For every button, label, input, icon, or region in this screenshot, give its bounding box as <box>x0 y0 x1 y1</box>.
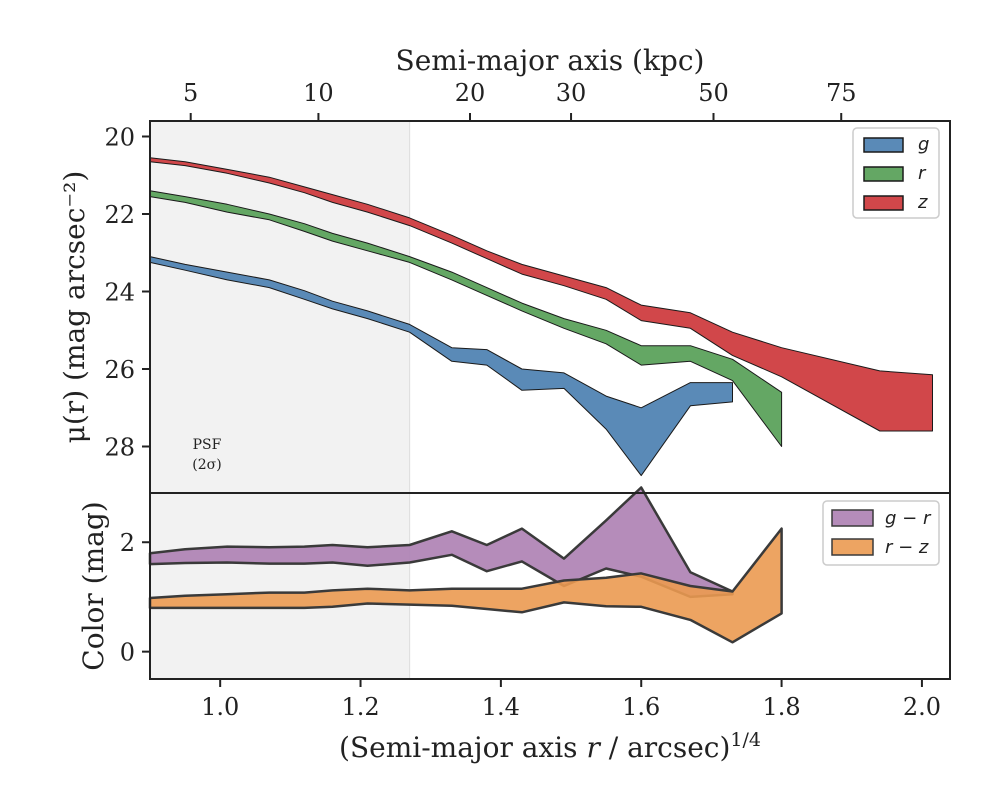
legend-z-swatch <box>863 195 904 211</box>
top-y-axis-label: μ(r) (mag arcsec⁻²) <box>58 171 91 444</box>
legend-z-label: z <box>917 192 928 213</box>
bottom-x-ticks: 1.0 1.2 1.4 1.6 1.8 2.0 <box>201 679 941 721</box>
kpc-tick-label: 30 <box>556 79 587 107</box>
bottom-y-axis-label: Color (mag) <box>77 501 110 670</box>
top-y-tick-label: 28 <box>104 434 135 462</box>
series-r-z-band <box>148 527 783 644</box>
bottom-y-tick-label: 2 <box>120 529 135 557</box>
legend-r-label: r <box>918 163 927 184</box>
top-x-axis-label: Semi-major axis (kpc) <box>396 44 705 77</box>
bottom-x-tick-label: 1.0 <box>201 693 239 721</box>
profile-bands <box>149 157 933 477</box>
psf-label: PSF <box>193 437 222 453</box>
legend-g-r-label: g − r <box>885 508 932 529</box>
psf-shaded-region <box>150 121 410 493</box>
bottom-y-tick-label: 0 <box>120 639 135 667</box>
kpc-tick-label: 5 <box>183 79 198 107</box>
bottom-x-tick-label: 1.4 <box>482 693 520 721</box>
kpc-tick-label: 20 <box>455 79 486 107</box>
legend-g-swatch <box>863 137 904 153</box>
legend-r-z-swatch <box>831 538 874 556</box>
color-panel: 02 1.0 1.2 1.4 1.6 1.8 2.0 Color (mag) (Semi-… <box>77 486 951 764</box>
psf-sigma-label: (2σ) <box>192 457 221 473</box>
legend-g-r-swatch <box>831 509 874 527</box>
bottom-x-tick-label: 1.8 <box>762 693 800 721</box>
top-y-tick-label: 26 <box>104 356 135 384</box>
color-bands <box>148 486 783 644</box>
kpc-ticks: 5 10 20 30 50 75 <box>183 79 857 121</box>
kpc-tick-label: 10 <box>303 79 334 107</box>
top-y-tick-label: 20 <box>104 124 135 152</box>
legend-g-label: g <box>918 134 929 155</box>
psf-shaded-region-bottom <box>150 493 410 679</box>
surface-brightness-panel: PSF (2σ) 20 22 24 26 28 5 10 20 30 50 75 Semi-maj… <box>58 44 951 494</box>
bottom-x-tick-label: 1.6 <box>622 693 660 721</box>
series-z-band <box>149 157 933 432</box>
bottom-x-axis-label: (Semi-major axis r / arcsec)1/4 <box>339 729 761 764</box>
series-g-band <box>149 256 733 477</box>
top-legend: grz <box>852 127 940 219</box>
bottom-axes-frame <box>149 492 951 680</box>
series-r-band <box>149 190 783 447</box>
top-y-ticks: 20 22 24 26 28 <box>104 124 150 462</box>
top-y-tick-label: 24 <box>104 279 135 307</box>
kpc-tick-label: 75 <box>826 79 857 107</box>
bottom-legend: g − r r − z <box>822 500 940 566</box>
bottom-y-ticks: 02 <box>120 529 150 667</box>
legend-r-z-label: r − z <box>885 537 929 558</box>
bottom-x-tick-label: 1.2 <box>341 693 379 721</box>
top-y-tick-label: 22 <box>104 201 135 229</box>
kpc-tick-label: 50 <box>698 79 729 107</box>
bottom-x-tick-label: 2.0 <box>903 693 941 721</box>
legend-r-swatch <box>863 166 904 182</box>
